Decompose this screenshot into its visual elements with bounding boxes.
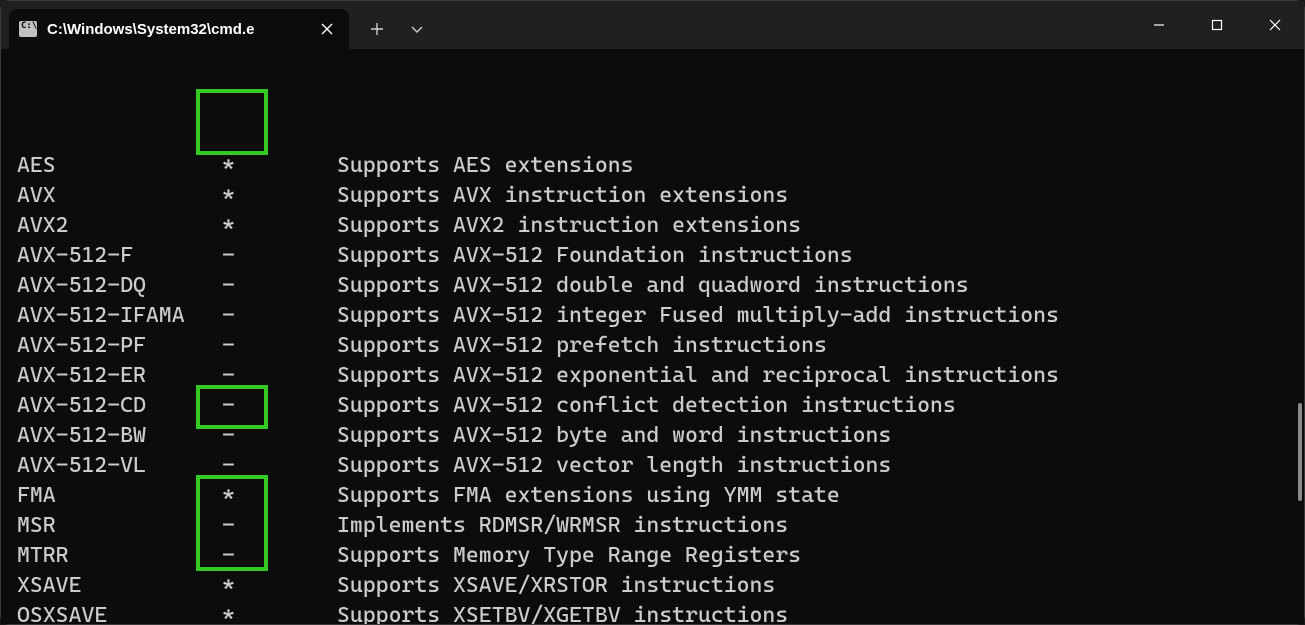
feature-desc: Supports AVX-512 Foundation instructions	[337, 241, 853, 271]
support-mark: *	[222, 181, 337, 211]
feature-desc: Supports FMA extensions using YMM state	[337, 481, 840, 511]
feature-name: AVX-512-CD	[17, 391, 222, 421]
minimize-icon	[1153, 19, 1165, 31]
support-mark: -	[222, 511, 337, 541]
feature-desc: Supports AVX-512 conflict detection inst…	[337, 391, 956, 421]
output-row: AVX2*Supports AVX2 instruction extension…	[17, 211, 1288, 241]
feature-name: FMA	[17, 481, 222, 511]
feature-name: MSR	[17, 511, 222, 541]
highlight-box	[196, 89, 268, 155]
feature-desc: Supports AVX-512 exponential and recipro…	[337, 361, 1059, 391]
feature-desc: Supports AVX instruction extensions	[337, 181, 788, 211]
support-mark: -	[222, 451, 337, 481]
feature-name: MTRR	[17, 541, 222, 571]
close-icon	[321, 23, 333, 35]
close-icon	[1269, 19, 1281, 31]
titlebar-drag-region[interactable]	[437, 1, 1130, 49]
support-mark: -	[222, 541, 337, 571]
feature-name: AVX-512-DQ	[17, 271, 222, 301]
feature-desc: Supports AVX-512 byte and word instructi…	[337, 421, 891, 451]
support-mark: *	[222, 481, 337, 511]
output-row: AVX-512-F-Supports AVX-512 Foundation in…	[17, 241, 1288, 271]
output-row: AVX-512-ER-Supports AVX-512 exponential …	[17, 361, 1288, 391]
feature-name: XSAVE	[17, 571, 222, 601]
output-row: AVX-512-PF-Supports AVX-512 prefetch ins…	[17, 331, 1288, 361]
feature-desc: Supports XSAVE/XRSTOR instructions	[337, 571, 775, 601]
feature-name: AVX-512-PF	[17, 331, 222, 361]
feature-desc: Implements RDMSR/WRMSR instructions	[337, 511, 788, 541]
feature-desc: Supports AVX-512 integer Fused multiply-…	[337, 301, 1059, 331]
output-row: OSXSAVE*Supports XSETBV/XGETBV instructi…	[17, 601, 1288, 624]
feature-desc: Supports AVX-512 vector length instructi…	[337, 451, 891, 481]
support-mark: -	[222, 271, 337, 301]
support-mark: -	[222, 361, 337, 391]
tabbar-actions	[357, 1, 437, 49]
support-mark: -	[222, 391, 337, 421]
tab-dropdown-button[interactable]	[397, 9, 437, 49]
output-row: MSR-Implements RDMSR/WRMSR instructions	[17, 511, 1288, 541]
support-mark: -	[222, 421, 337, 451]
tab-title: C:\Windows\System32\cmd.e	[47, 21, 307, 38]
output-row: AES*Supports AES extensions	[17, 151, 1288, 181]
window-controls	[1130, 1, 1304, 49]
terminal-output[interactable]: AES*Supports AES extensionsAVX*Supports …	[1, 49, 1304, 624]
scrollbar-thumb[interactable]	[1298, 403, 1302, 501]
tab-close-button[interactable]	[317, 19, 337, 39]
output-row: AVX-512-CD-Supports AVX-512 conflict det…	[17, 391, 1288, 421]
plus-icon	[370, 22, 384, 36]
output-row: AVX*Supports AVX instruction extensions	[17, 181, 1288, 211]
feature-name: AVX-512-VL	[17, 451, 222, 481]
titlebar: C:\. C:\Windows\System32\cmd.e	[1, 1, 1304, 49]
output-row: AVX-512-DQ-Supports AVX-512 double and q…	[17, 271, 1288, 301]
support-mark: -	[222, 301, 337, 331]
feature-desc: Supports XSETBV/XGETBV instructions	[337, 601, 788, 624]
output-row: FMA*Supports FMA extensions using YMM st…	[17, 481, 1288, 511]
tab-cmd[interactable]: C:\. C:\Windows\System32\cmd.e	[9, 9, 349, 49]
maximize-button[interactable]	[1188, 1, 1246, 49]
feature-name: AVX2	[17, 211, 222, 241]
support-mark: -	[222, 241, 337, 271]
minimize-button[interactable]	[1130, 1, 1188, 49]
output-row: AVX-512-IFAMA-Supports AVX-512 integer F…	[17, 301, 1288, 331]
output-row: AVX-512-BW-Supports AVX-512 byte and wor…	[17, 421, 1288, 451]
feature-name: OSXSAVE	[17, 601, 222, 624]
feature-name: AVX-512-IFAMA	[17, 301, 222, 331]
feature-name: AVX-512-BW	[17, 421, 222, 451]
feature-desc: Supports AVX2 instruction extensions	[337, 211, 801, 241]
support-mark: *	[222, 151, 337, 181]
maximize-icon	[1211, 19, 1223, 31]
feature-name: AES	[17, 151, 222, 181]
output-row: AVX-512-VL-Supports AVX-512 vector lengt…	[17, 451, 1288, 481]
support-mark: *	[222, 571, 337, 601]
close-window-button[interactable]	[1246, 1, 1304, 49]
feature-name: AVX	[17, 181, 222, 211]
feature-name: AVX-512-F	[17, 241, 222, 271]
cmd-icon: C:\.	[19, 21, 37, 37]
output-row: XSAVE*Supports XSAVE/XRSTOR instructions	[17, 571, 1288, 601]
feature-name: AVX-512-ER	[17, 361, 222, 391]
feature-desc: Supports AES extensions	[337, 151, 633, 181]
feature-desc: Supports AVX-512 prefetch instructions	[337, 331, 827, 361]
output-row: MTRR-Supports Memory Type Range Register…	[17, 541, 1288, 571]
new-tab-button[interactable]	[357, 9, 397, 49]
chevron-down-icon	[410, 22, 424, 36]
support-mark: -	[222, 331, 337, 361]
support-mark: *	[222, 601, 337, 624]
support-mark: *	[222, 211, 337, 241]
feature-desc: Supports AVX-512 double and quadword ins…	[337, 271, 969, 301]
feature-desc: Supports Memory Type Range Registers	[337, 541, 801, 571]
